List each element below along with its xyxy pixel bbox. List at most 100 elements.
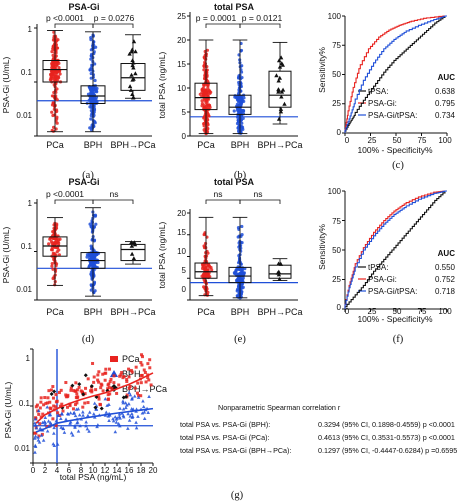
panel-a-point <box>130 77 135 82</box>
panel-a-category-bph: BPH <box>84 140 103 150</box>
panel-g-point-pca <box>69 388 73 392</box>
panel-g-point-pca <box>48 400 52 404</box>
panel-g-point-pca <box>148 358 152 362</box>
panel-g-point-bph <box>33 436 37 440</box>
panel-b-ytick-15: 15 <box>177 60 186 69</box>
panel-f-legend-ratio: PSA-Gi/tPSA: <box>368 287 417 296</box>
panel-e-box <box>194 262 218 279</box>
panel-g-point-pca <box>44 401 48 405</box>
panel-d-category-bph: BPH <box>84 307 103 317</box>
panel-g-point-bph-pca <box>99 406 104 411</box>
panel-g-point-pca <box>39 396 43 400</box>
panel-g-point-pca <box>106 387 110 391</box>
panel-g-point-pca <box>38 422 42 426</box>
panel-g-point-bph <box>126 411 130 416</box>
panel-a-category-pca: PCa <box>46 140 64 150</box>
panel-b-point <box>202 84 206 88</box>
panel-c-xlabel: 100% - Specificity% <box>357 145 433 155</box>
panel-c-xtick-50: 50 <box>393 136 402 145</box>
panel-d-point <box>52 252 56 256</box>
panel-g-legend-bph: BPH <box>122 369 141 379</box>
panel-g-point-bph <box>74 407 79 411</box>
panel-f-roc-psa-gi <box>344 190 447 309</box>
panel-b-point <box>236 96 240 100</box>
panel-d-label: (d) <box>82 334 95 345</box>
panel-g-point-bph <box>73 424 77 428</box>
panel-b-point <box>241 127 245 131</box>
panel-g-point-bph-pca <box>52 389 57 394</box>
panel-e-point <box>238 267 242 272</box>
panel-f: Sensitivity% 100% - Specificity% 100 75 … <box>317 187 456 345</box>
panel-g-point-bph <box>69 431 74 435</box>
panel-b-point <box>276 78 281 83</box>
panel-g-point-pca <box>58 413 62 417</box>
panel-e-point <box>235 294 240 299</box>
panel-g-point-bph <box>76 429 81 433</box>
panel-f-xlabel: 100% - Specificity% <box>357 314 433 324</box>
panel-a-point <box>93 97 97 101</box>
panel-g-point-pca <box>83 401 87 405</box>
panel-g-point-pca <box>54 424 58 428</box>
panel-a-bracket-2 <box>92 23 134 28</box>
panel-g-point-pca <box>127 375 131 379</box>
panel-e-point <box>240 269 244 273</box>
panel-e-ytick-0: 0 <box>182 285 187 294</box>
panel-g-point-pca <box>79 389 83 393</box>
panel-a-point <box>95 86 99 91</box>
panel-d-pvalue-1: p <0.0001 <box>46 189 84 199</box>
panel-g-point-pca <box>106 393 110 397</box>
panel-b-category-bph: BPH <box>231 140 250 150</box>
panel-b-point <box>207 114 211 118</box>
panel-g-point-bph <box>87 429 91 433</box>
panel-g-point-pca <box>74 381 78 385</box>
panel-d-point <box>89 288 93 292</box>
panel-g-point-bph <box>45 405 50 409</box>
panel-g-point-pca <box>112 381 116 385</box>
panel-g-point-pca <box>64 381 68 385</box>
panel-d-point <box>47 242 51 246</box>
panel-g-point-pca <box>48 406 52 410</box>
panel-g-point-pca <box>92 375 96 379</box>
panel-g-point-bph <box>111 419 116 423</box>
panel-g-point-pca <box>109 377 113 381</box>
panel-b-ytick-5: 5 <box>182 108 187 117</box>
panel-g-point-pca <box>137 394 141 398</box>
panel-g-point-pca <box>118 374 122 378</box>
panel-g-point-pca <box>96 373 100 377</box>
panel-a-point <box>93 78 97 83</box>
panel-e-ytick-10: 10 <box>177 247 186 256</box>
panel-a-point <box>50 103 55 107</box>
panel-a-ytick-2: 0.1 <box>21 68 33 77</box>
panel-g-point-bph <box>46 419 51 423</box>
panel-a-ytick-1: 1 <box>28 25 33 34</box>
panel-g-point-pca <box>106 383 110 387</box>
panel-g-point-bph <box>59 425 63 429</box>
panel-d-point <box>85 255 89 259</box>
panel-c-roc-psa-gi-tpsa <box>344 15 447 133</box>
panel-d-point <box>93 214 97 218</box>
panel-g-xtick-label-3: 6 <box>67 466 72 475</box>
panel-e-point <box>236 284 241 288</box>
panel-g-point-pca <box>134 365 138 369</box>
panel-g-point-pca <box>125 380 129 384</box>
panel-g-point-bph <box>61 426 65 430</box>
panel-a-point <box>92 87 96 91</box>
panel-b-point <box>279 94 284 99</box>
panel-b-bracket-1 <box>205 23 241 28</box>
panel-g-point-bph <box>75 421 79 425</box>
panel-g-point-bph <box>84 420 88 424</box>
panel-g-point-pca <box>128 384 132 388</box>
panel-g-point-pca <box>96 378 100 382</box>
panel-g-xtick-label-0: 0 <box>31 466 36 475</box>
panel-c-xtick-75: 75 <box>418 136 427 145</box>
panel-g-point-bph <box>146 410 150 414</box>
panel-g-point-pca <box>60 402 64 406</box>
panel-g-point-pca <box>107 367 111 371</box>
panel-f-xtick-25: 25 <box>368 307 377 316</box>
panel-g-point-pca <box>139 374 143 378</box>
panel-e-point <box>200 263 205 267</box>
panel-g-point-bph <box>142 410 147 414</box>
panel-e-bracket-1 <box>205 199 241 204</box>
panel-g-point-pca <box>77 385 81 389</box>
panel-g-point-pca <box>98 402 102 406</box>
